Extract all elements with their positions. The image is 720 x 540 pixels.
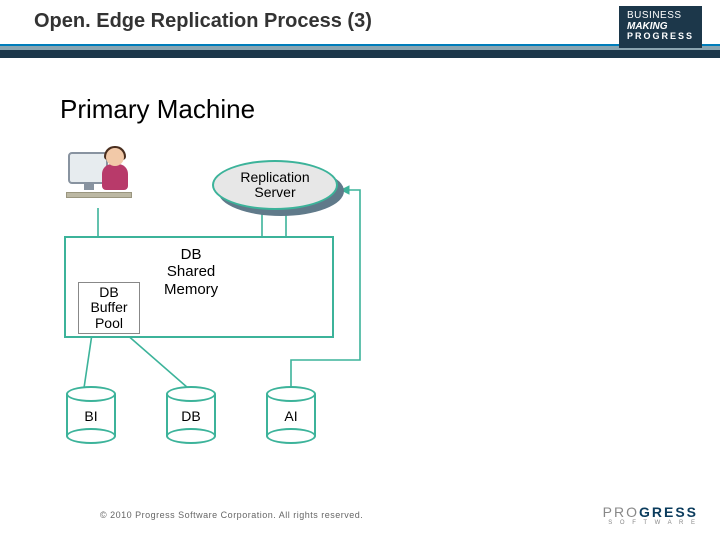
cylinder-db-label: DB	[166, 408, 216, 424]
top-logo-line3: PROGRESS	[627, 32, 694, 42]
buffer-pool-label: DB Buffer Pool	[90, 285, 127, 331]
shared-memory-label: DB Shared Memory	[164, 246, 218, 298]
top-logo-line1: BUSINESS	[627, 10, 694, 21]
section-title: Primary Machine	[60, 94, 255, 125]
user-illustration	[66, 148, 136, 208]
replication-server-node: Replication Server	[212, 160, 342, 216]
bottom-logo-brand: PROGRESS	[603, 504, 698, 520]
copyright-text: © 2010 Progress Software Corporation. Al…	[100, 510, 363, 520]
header-stripe-3	[0, 50, 720, 58]
diagram-area: Replication Server DB Shared Memory DB B…	[40, 130, 400, 470]
cylinder-db: DB	[166, 386, 216, 444]
header-band: Open. Edge Replication Process (3) BUSIN…	[0, 0, 720, 60]
cylinder-ai-label: AI	[266, 408, 316, 424]
buffer-pool-box: DB Buffer Pool	[78, 282, 140, 334]
desk	[66, 192, 132, 198]
person-body	[102, 164, 128, 190]
replication-server-label: Replication Server	[240, 170, 309, 201]
cylinder-bi: BI	[66, 386, 116, 444]
bubble-main: Replication Server	[212, 160, 338, 210]
cylinder-bi-label: BI	[66, 408, 116, 424]
bottom-logo-tag: S O F T W A R E	[603, 520, 698, 526]
cylinder-ai: AI	[266, 386, 316, 444]
person-head	[106, 148, 124, 166]
bottom-logo: PROGRESS S O F T W A R E	[603, 504, 698, 526]
top-logo: BUSINESS MAKING PROGRESS	[619, 6, 702, 48]
brand-left: PRO	[603, 504, 639, 520]
slide-title: Open. Edge Replication Process (3)	[34, 10, 372, 33]
brand-right: GRESS	[639, 504, 698, 520]
